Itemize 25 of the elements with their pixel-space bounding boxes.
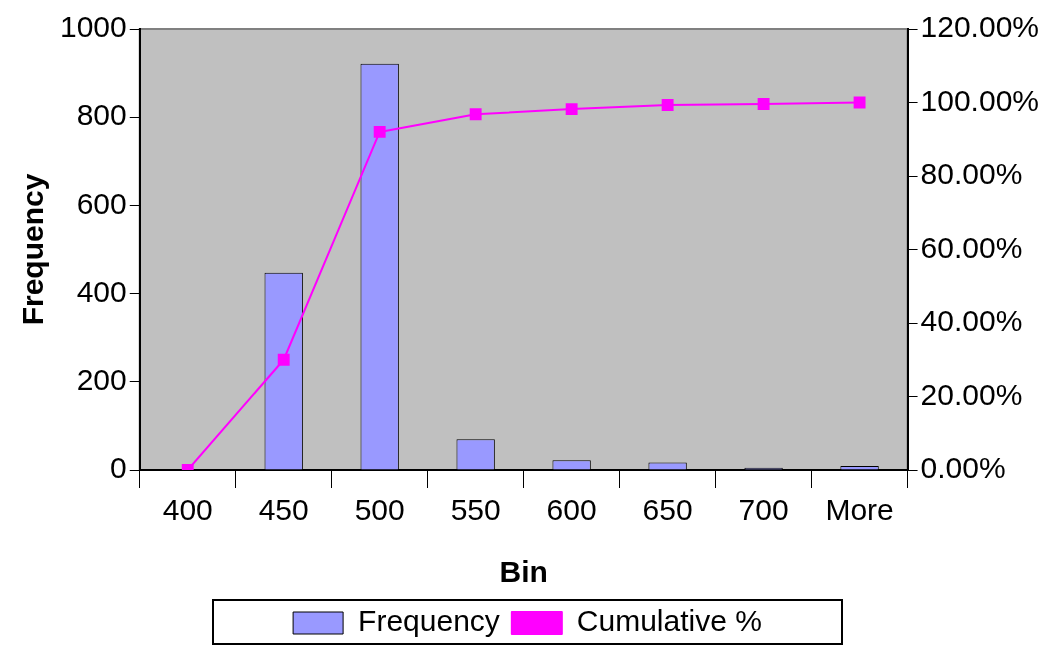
x-tick-label: 650 xyxy=(642,493,693,527)
y2-tick-label: 80.00% xyxy=(920,157,1023,191)
y2-tick-label: 120.00% xyxy=(920,10,1039,44)
x-tick-label: More xyxy=(825,493,894,527)
y2-tick-label: 100.00% xyxy=(920,83,1039,117)
x-tick-label: 400 xyxy=(162,493,213,527)
y2-tick-label: 40.00% xyxy=(920,304,1023,338)
y2-tick-label: 0.00% xyxy=(920,451,1006,485)
y-tick-label: 400 xyxy=(76,274,127,308)
legend-label: Cumulative % xyxy=(576,604,762,638)
y-tick-label: 200 xyxy=(76,363,127,397)
y2-tick-label: 60.00% xyxy=(920,230,1023,264)
legend-label: Frequency xyxy=(358,604,500,638)
x-tick-label: 550 xyxy=(450,493,501,527)
x-tick-label: 450 xyxy=(258,493,309,527)
y-axis-title: Frequency xyxy=(16,173,50,326)
y2-tick-label: 20.00% xyxy=(920,377,1023,411)
y-tick-label: 600 xyxy=(76,186,127,220)
x-axis-title: Bin xyxy=(499,555,548,589)
y-tick-label: 0 xyxy=(110,451,127,485)
x-tick-label: 500 xyxy=(354,493,405,527)
y-tick-label: 1000 xyxy=(59,10,127,44)
x-tick-label: 600 xyxy=(546,493,597,527)
x-tick-label: 700 xyxy=(738,493,789,527)
y-tick-label: 800 xyxy=(76,98,127,132)
